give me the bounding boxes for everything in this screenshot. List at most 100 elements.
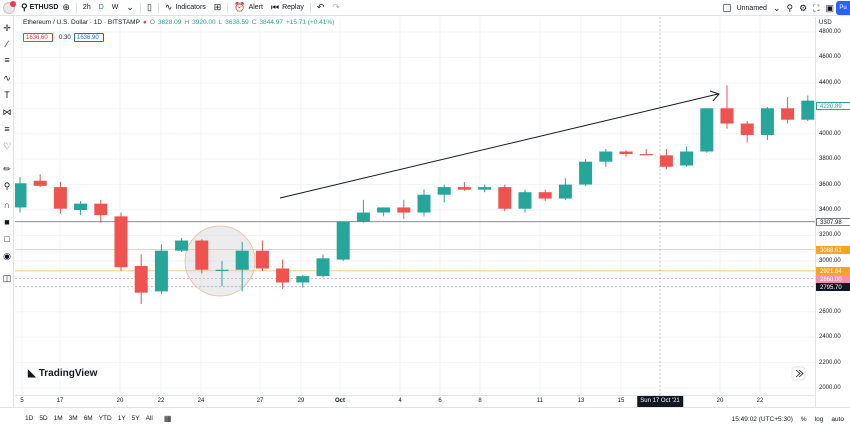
lock-drawings-icon[interactable]: □ xyxy=(4,234,10,244)
time-axis[interactable]: 5 17 20 22 24 27 29 Oct 4 6 8 11 13 15 20 22 Sun 17 Oct … xyxy=(15,395,815,407)
candle[interactable] xyxy=(417,189,431,217)
trend-arrow-line[interactable] xyxy=(279,93,719,199)
redo-button[interactable]: ↷ xyxy=(328,0,344,16)
candle[interactable] xyxy=(53,182,67,214)
range-ytd-button[interactable]: YTD xyxy=(98,415,112,422)
replay-button[interactable]: ⏮ Replay xyxy=(270,2,304,12)
log-toggle[interactable]: log xyxy=(814,415,824,423)
lock-icon[interactable]: ■ xyxy=(4,217,10,227)
buy-button[interactable]: 1636.90 xyxy=(74,33,104,42)
candle[interactable] xyxy=(316,254,330,278)
interval-2h-button[interactable]: 2h xyxy=(82,4,91,11)
sell-button[interactable]: 1636.60 xyxy=(23,33,53,42)
search-icon[interactable]: ⚲ xyxy=(786,2,794,13)
candle[interactable] xyxy=(255,240,269,272)
magnet-icon[interactable]: ∩ xyxy=(3,200,11,210)
eye-icon[interactable]: ◉ xyxy=(3,251,11,261)
candle[interactable] xyxy=(680,146,694,167)
candle[interactable] xyxy=(235,241,249,292)
interval-d-button[interactable]: D xyxy=(98,4,104,11)
indicators-button[interactable]: ∿ Indicators xyxy=(164,2,206,12)
candle[interactable] xyxy=(599,148,613,167)
candle[interactable] xyxy=(33,174,47,188)
clock-label[interactable]: 15:49:02 (UTC+5:30) xyxy=(731,415,793,423)
alert-button[interactable]: ⏰ Alert xyxy=(234,2,263,12)
level-price-label[interactable]: 3088.61 xyxy=(816,245,850,254)
calendar-icon[interactable]: ▦ xyxy=(163,414,172,423)
candle[interactable] xyxy=(518,189,532,213)
candle[interactable] xyxy=(457,182,471,191)
heart-icon[interactable]: ♡ xyxy=(2,141,12,151)
range-1m-button[interactable]: 1M xyxy=(53,415,63,422)
zoom-icon[interactable]: ⚲ xyxy=(3,181,11,191)
candle[interactable] xyxy=(154,244,168,294)
candle[interactable] xyxy=(195,239,209,274)
price-chart[interactable] xyxy=(15,17,815,395)
crosshair-price-label[interactable]: 2795.70 xyxy=(816,282,850,291)
level-price-label[interactable]: 2921.64 xyxy=(816,266,850,275)
candle[interactable] xyxy=(659,148,673,170)
undo-button[interactable]: ↶ xyxy=(313,0,329,16)
text-icon[interactable]: T xyxy=(4,90,10,100)
range-1d-button[interactable]: 1D xyxy=(25,415,34,422)
candle[interactable] xyxy=(498,184,512,212)
candle[interactable] xyxy=(558,178,572,200)
compare-symbol-button[interactable]: ⊕ xyxy=(58,0,74,16)
interval-dropdown[interactable]: ⌄ xyxy=(122,0,138,16)
candle[interactable] xyxy=(538,189,552,202)
candle[interactable] xyxy=(296,274,310,288)
fullscreen-icon[interactable]: ⛶ xyxy=(813,2,820,13)
range-3m-button[interactable]: 3M xyxy=(68,415,78,422)
xabcd-pattern-icon[interactable]: ⋈ xyxy=(2,107,12,117)
candle[interactable] xyxy=(336,221,350,261)
candle[interactable] xyxy=(134,254,148,305)
candle[interactable] xyxy=(397,199,411,219)
candle[interactable] xyxy=(740,121,754,143)
templates-button[interactable]: ⊞ xyxy=(210,0,226,16)
range-all-button[interactable]: All xyxy=(145,415,153,422)
candle[interactable] xyxy=(15,176,27,213)
candle[interactable] xyxy=(760,107,774,141)
chart-type-button[interactable]: ▯ xyxy=(143,0,156,16)
ruler-icon[interactable]: ✏ xyxy=(3,164,11,174)
candle[interactable] xyxy=(720,85,734,129)
level-price-label[interactable]: 2860.00 xyxy=(816,274,850,283)
tradingview-logo[interactable]: ◣ TradingView xyxy=(24,366,102,381)
candle[interactable] xyxy=(619,150,633,157)
percent-toggle[interactable]: % xyxy=(800,415,807,423)
scroll-to-realtime-button[interactable] xyxy=(791,366,806,381)
prediction-icon[interactable]: ≡ xyxy=(4,124,10,134)
layout-checkbox[interactable] xyxy=(722,4,731,12)
candle[interactable] xyxy=(356,199,370,223)
last-price-label[interactable]: 4220.89 xyxy=(816,101,850,110)
level-price-label[interactable]: 3307.98 xyxy=(816,217,850,226)
candle[interactable] xyxy=(579,159,593,186)
candle[interactable] xyxy=(781,96,795,124)
candle[interactable] xyxy=(377,207,391,217)
user-avatar[interactable] xyxy=(3,0,16,14)
range-1y-button[interactable]: 1Y xyxy=(117,415,126,422)
candle[interactable] xyxy=(114,212,128,272)
crosshair-icon[interactable]: ✛ xyxy=(3,23,11,33)
layout-name[interactable]: Unnamed xyxy=(736,4,767,12)
trend-line-icon[interactable]: ∕ xyxy=(6,39,8,49)
range-5y-button[interactable]: 5Y xyxy=(131,415,140,422)
trash-icon[interactable]: ◫ xyxy=(2,273,12,283)
candle[interactable] xyxy=(175,237,189,252)
interval-w-button[interactable]: W xyxy=(111,4,119,11)
fib-retracement-icon[interactable]: ≡ xyxy=(4,55,10,65)
candle[interactable] xyxy=(94,199,108,223)
candle[interactable] xyxy=(639,148,653,156)
candle[interactable] xyxy=(437,184,451,203)
candle[interactable] xyxy=(276,259,290,289)
camera-icon[interactable]: ▣ xyxy=(825,2,834,13)
range-5d-button[interactable]: 5D xyxy=(39,415,48,422)
candle[interactable] xyxy=(74,201,88,216)
auto-toggle[interactable]: auto xyxy=(831,415,844,423)
pattern-icon[interactable]: ∿ xyxy=(3,73,11,83)
range-6m-button[interactable]: 6M xyxy=(83,415,93,422)
candle[interactable] xyxy=(801,95,815,121)
publish-button[interactable]: Pu xyxy=(836,1,850,15)
gear-icon[interactable]: ⚙ xyxy=(799,2,808,13)
candle[interactable] xyxy=(215,260,229,287)
